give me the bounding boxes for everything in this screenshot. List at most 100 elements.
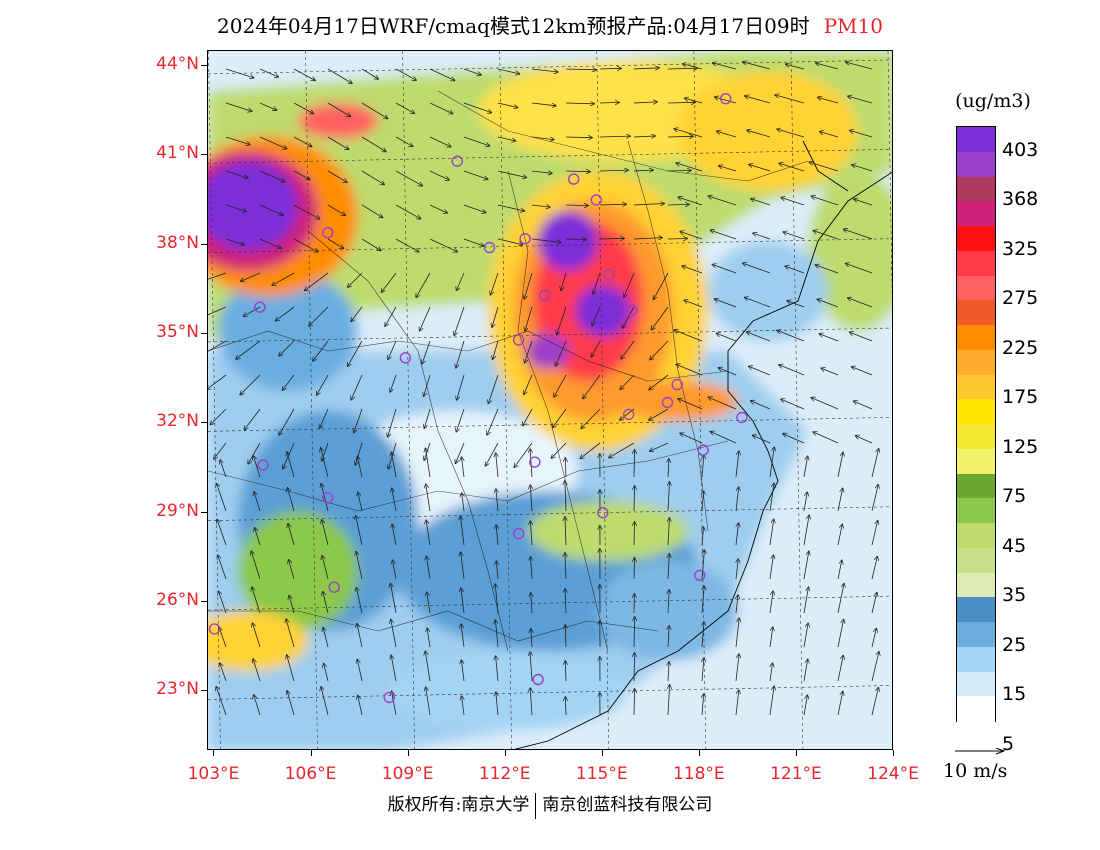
lon-tick bbox=[504, 750, 506, 756]
lon-tick bbox=[698, 750, 700, 756]
wind-vector bbox=[463, 68, 481, 75]
wind-vector bbox=[702, 694, 704, 716]
wind-vector bbox=[358, 696, 363, 716]
wind-vector bbox=[272, 272, 295, 285]
wind-vector bbox=[634, 653, 635, 682]
wind-vector bbox=[565, 697, 566, 716]
colorbar-segment bbox=[957, 349, 995, 375]
wind-vector bbox=[565, 458, 566, 478]
colorbar-segment bbox=[957, 523, 995, 549]
station-marker bbox=[451, 155, 463, 167]
wind-vector bbox=[871, 629, 876, 648]
wind-vector bbox=[846, 264, 873, 274]
wind-vector bbox=[323, 592, 329, 614]
wind-vector bbox=[321, 687, 329, 716]
lon-tick bbox=[310, 750, 312, 756]
wind-vector bbox=[293, 102, 313, 114]
colorbar-label: 175 bbox=[1002, 386, 1039, 409]
wind-vector bbox=[719, 166, 737, 172]
wind-vector bbox=[497, 136, 516, 141]
wind-vector bbox=[225, 170, 248, 178]
colorbar bbox=[956, 126, 996, 722]
colorbar-label: 75 bbox=[1002, 485, 1027, 508]
wind-vector bbox=[735, 523, 739, 546]
station-marker bbox=[208, 623, 221, 635]
lat-tick bbox=[201, 422, 207, 424]
colorbar-segment bbox=[957, 250, 995, 276]
lon-tick-label: 106°E bbox=[284, 764, 337, 784]
wind-vector bbox=[426, 520, 431, 546]
wind-vector bbox=[395, 204, 420, 219]
wind-vector bbox=[717, 131, 737, 138]
wind-vector bbox=[236, 340, 261, 359]
wind-vector bbox=[429, 136, 451, 147]
colorbar-segment bbox=[957, 176, 995, 202]
wind-reference-label: 10 m/s bbox=[943, 760, 1008, 782]
wind-vector bbox=[634, 522, 635, 546]
wind-vector bbox=[668, 518, 669, 546]
station-marker bbox=[321, 492, 334, 504]
wind-vector bbox=[388, 340, 397, 359]
wind-vector bbox=[426, 448, 431, 478]
copyright-footer: 版权所有:南京大学 南京创蓝科技有限公司 bbox=[0, 790, 1100, 819]
wind-vector bbox=[674, 129, 703, 138]
wind-vector bbox=[554, 374, 567, 397]
grid-line-lon bbox=[305, 51, 318, 749]
wind-vector bbox=[871, 557, 877, 580]
colorbar-segment bbox=[957, 424, 995, 450]
grid-line-lat bbox=[208, 238, 892, 253]
wind-vector bbox=[219, 591, 227, 614]
wind-vector bbox=[391, 584, 397, 614]
grid-line-lat bbox=[208, 685, 892, 700]
wind-vector bbox=[599, 238, 624, 239]
wind-vector bbox=[425, 651, 431, 682]
station-marker bbox=[597, 507, 609, 519]
wind-vector bbox=[253, 456, 261, 478]
wind-vector bbox=[456, 272, 465, 290]
wind-vector bbox=[592, 306, 601, 325]
map-panel[interactable] bbox=[207, 50, 893, 750]
wind-vector bbox=[429, 68, 455, 80]
wind-vector bbox=[565, 481, 566, 512]
wind-vector bbox=[735, 451, 739, 478]
wind-vector bbox=[747, 332, 771, 342]
station-marker bbox=[512, 527, 525, 540]
wind-vector bbox=[530, 449, 532, 478]
wind-vector bbox=[288, 524, 295, 546]
wind-vector bbox=[251, 551, 261, 580]
wind-vector bbox=[391, 620, 397, 648]
colorbar-label: 35 bbox=[1002, 584, 1027, 607]
wind-vector bbox=[816, 63, 839, 70]
wind-vector bbox=[718, 368, 737, 376]
wind-vector bbox=[289, 560, 295, 580]
grid-line-lon bbox=[499, 51, 512, 749]
grid-line-lon bbox=[596, 51, 610, 749]
wind-vector bbox=[497, 68, 519, 74]
wind-vector bbox=[259, 204, 283, 215]
wind-vector bbox=[392, 524, 397, 546]
wind-vector bbox=[427, 592, 431, 614]
wind-vector bbox=[701, 550, 704, 580]
lat-tick bbox=[201, 154, 207, 156]
colorbar-segment bbox=[957, 646, 995, 672]
wind-vector bbox=[769, 627, 773, 648]
wind-vector bbox=[634, 558, 635, 580]
lon-tick bbox=[407, 750, 409, 756]
wind-vector bbox=[650, 340, 669, 360]
wind-vector bbox=[259, 102, 277, 110]
colorbar-segment bbox=[957, 201, 995, 227]
wind-vector bbox=[565, 171, 590, 172]
wind-vector bbox=[287, 452, 295, 478]
wind-vector bbox=[240, 374, 261, 395]
lon-tick-label: 112°E bbox=[478, 764, 531, 784]
wind-vector bbox=[355, 442, 363, 465]
station-marker bbox=[626, 304, 638, 316]
wind-vector bbox=[850, 131, 873, 138]
colorbar-segment bbox=[957, 325, 995, 351]
wind-vector bbox=[775, 95, 805, 104]
wind-vector bbox=[634, 450, 635, 478]
wind-vector bbox=[429, 204, 447, 213]
wind-vector bbox=[259, 136, 287, 149]
wind-vector bbox=[287, 655, 295, 682]
wind-vector bbox=[634, 689, 635, 716]
